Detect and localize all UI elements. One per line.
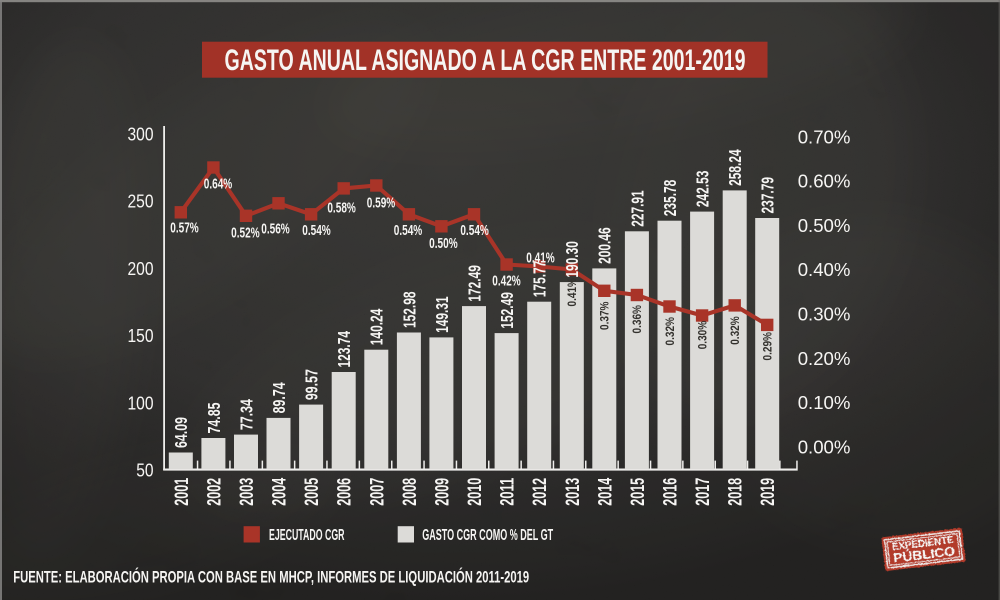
svg-text:89.74: 89.74 [269,382,289,413]
svg-text:0.52%: 0.52% [231,226,260,242]
svg-text:250: 250 [128,191,154,212]
svg-text:64.09: 64.09 [171,417,191,448]
svg-text:50: 50 [136,459,153,480]
svg-text:175.77: 175.77 [530,261,550,298]
svg-text:0.58%: 0.58% [327,200,356,216]
svg-text:2013: 2013 [563,478,584,506]
svg-text:200.46: 200.46 [595,227,615,264]
svg-text:0.50%: 0.50% [798,215,851,236]
svg-text:74.85: 74.85 [204,402,224,433]
svg-text:2005: 2005 [302,478,323,506]
svg-text:0.10%: 0.10% [798,392,851,413]
svg-text:GASTO ANUAL ASIGNADO A LA CGR: GASTO ANUAL ASIGNADO A LA CGR ENTRE 2001… [225,44,746,77]
svg-text:152.49: 152.49 [497,292,517,329]
svg-text:0.00%: 0.00% [798,436,851,457]
svg-text:0.40%: 0.40% [798,259,851,280]
svg-text:2016: 2016 [661,478,682,506]
svg-text:0.20%: 0.20% [798,348,851,369]
svg-text:190.30: 190.30 [562,241,582,278]
svg-text:2014: 2014 [595,478,616,506]
svg-text:0.36%: 0.36% [632,305,644,334]
svg-text:99.57: 99.57 [302,369,322,400]
svg-text:2007: 2007 [367,478,388,506]
svg-text:2012: 2012 [530,478,551,506]
svg-text:0.41%: 0.41% [567,278,579,307]
svg-text:242.53: 242.53 [693,170,713,207]
svg-text:2004: 2004 [270,478,291,506]
svg-text:0.60%: 0.60% [798,171,851,192]
svg-text:2001: 2001 [172,478,193,506]
svg-text:0.70%: 0.70% [798,126,851,147]
svg-text:100: 100 [128,392,154,413]
svg-text:2008: 2008 [400,478,421,506]
svg-text:2011: 2011 [498,478,519,506]
svg-text:0.41%: 0.41% [526,251,555,267]
svg-text:0.32%: 0.32% [730,316,742,345]
svg-text:GASTO CGR COMO % DEL GT: GASTO CGR COMO % DEL GT [422,527,553,544]
svg-text:150: 150 [128,325,154,346]
svg-text:0.54%: 0.54% [394,223,423,239]
svg-text:123.74: 123.74 [334,331,354,368]
svg-text:0.57%: 0.57% [170,221,199,237]
svg-text:0.30%: 0.30% [697,321,709,350]
svg-text:227.91: 227.91 [627,190,647,227]
svg-text:235.78: 235.78 [660,180,680,217]
svg-text:152.98: 152.98 [399,291,419,328]
svg-text:2018: 2018 [726,478,747,506]
svg-text:140.24: 140.24 [367,309,387,346]
svg-text:200: 200 [128,258,154,279]
svg-text:172.49: 172.49 [464,265,484,302]
svg-text:0.54%: 0.54% [302,223,331,239]
svg-text:2015: 2015 [628,478,649,506]
svg-text:2006: 2006 [335,478,356,506]
svg-text:77.34: 77.34 [236,399,256,430]
svg-text:2019: 2019 [758,478,779,506]
svg-text:149.31: 149.31 [432,296,452,333]
svg-text:PÚBLICO: PÚBLICO [892,543,956,565]
svg-text:0.29%: 0.29% [763,332,775,361]
svg-text:0.32%: 0.32% [665,317,677,346]
svg-text:FUENTE: ELABORACIÓN PROPIA CON: FUENTE: ELABORACIÓN PROPIA CON BASE EN M… [13,568,529,587]
svg-text:0.50%: 0.50% [429,236,458,252]
svg-text:2002: 2002 [204,478,225,506]
svg-text:0.64%: 0.64% [204,176,233,192]
svg-text:0.54%: 0.54% [460,223,489,239]
svg-text:258.24: 258.24 [725,149,745,186]
svg-text:2003: 2003 [237,478,258,506]
svg-text:0.30%: 0.30% [798,304,851,325]
svg-text:0.56%: 0.56% [261,221,290,237]
svg-text:0.59%: 0.59% [367,196,396,212]
svg-text:2009: 2009 [432,478,453,506]
svg-text:2017: 2017 [693,478,714,506]
svg-text:0.42%: 0.42% [492,273,521,289]
svg-text:237.79: 237.79 [758,177,778,214]
svg-text:0.37%: 0.37% [600,302,612,331]
svg-text:300: 300 [128,124,154,145]
svg-text:2010: 2010 [465,478,486,506]
svg-text:EJECUTADO CGR: EJECUTADO CGR [269,527,345,544]
